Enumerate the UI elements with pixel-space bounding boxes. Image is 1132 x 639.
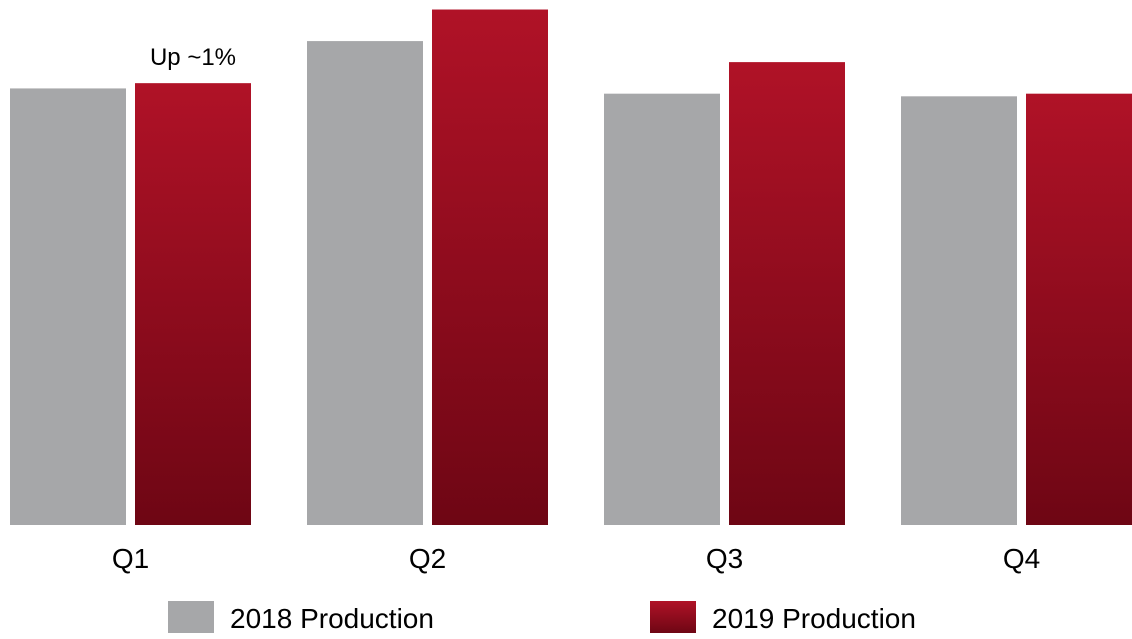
x-tick-label-q2: Q2 [409,543,446,574]
bar-q3-2019-production [729,62,845,526]
legend-swatch-2019-production [650,601,696,633]
bar-q1-2018-production [10,88,126,526]
legend-label-2019-production: 2019 Production [712,603,916,634]
bar-q3-2018-production [604,93,720,526]
legend-swatch-2018-production [168,601,214,633]
bar-q2-2019-production [432,9,548,525]
bars-group [10,9,1132,526]
bar-q2-2018-production [307,41,423,525]
x-tick-label-q3: Q3 [706,543,743,574]
x-tick-label-q1: Q1 [112,543,149,574]
legend: 2018 Production 2019 Production [168,601,916,634]
bar-q4-2019-production [1026,93,1132,526]
annotations-group: Up ~1% [150,44,236,71]
x-tick-label-q4: Q4 [1003,543,1040,574]
x-axis-tick-labels: Q1 Q2 Q3 Q4 [112,543,1040,574]
bar-q4-2018-production [901,96,1017,525]
annotation-label: Up ~1% [150,44,236,71]
legend-label-2018-production: 2018 Production [230,603,434,634]
bar-q1-2019-production [135,83,251,525]
